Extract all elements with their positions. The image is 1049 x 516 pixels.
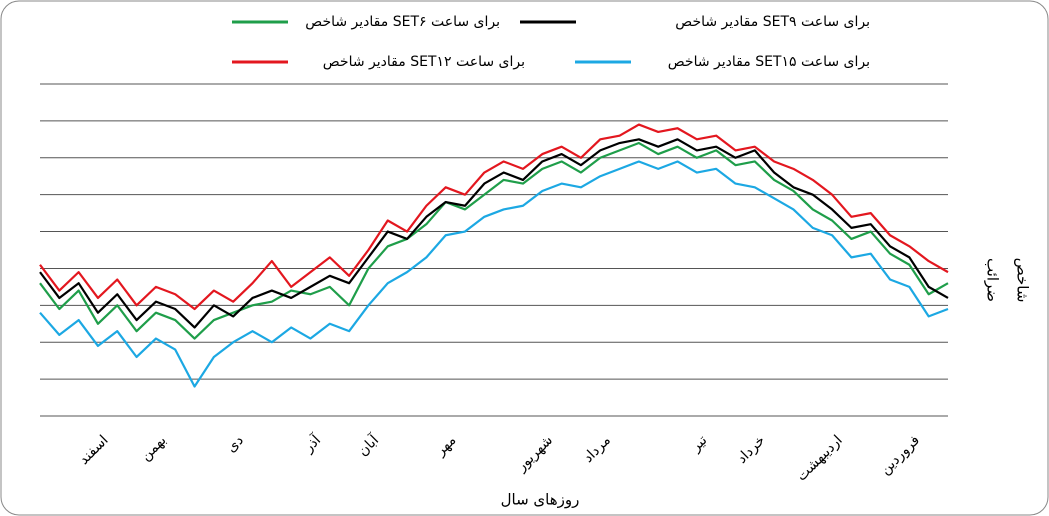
y-axis-label: ضرائب — [984, 258, 1002, 302]
x-tick-label: تیر — [687, 432, 710, 455]
x-tick-label: شهریور — [513, 432, 556, 475]
x-tick-label: اردیبهشت — [794, 432, 846, 484]
legend-label: مقادیر شاخص SETبرای ساعت ۶ — [305, 14, 500, 30]
x-tick-label: مهر — [432, 432, 459, 459]
series-line — [39, 160, 949, 388]
x-tick-label: اسفند — [76, 432, 112, 468]
x-tick-label: خرداد — [734, 432, 768, 466]
x-tick-label: آذر — [299, 431, 324, 456]
x-tick-label: آبان — [354, 431, 383, 460]
x-tick-label: مرداد — [580, 432, 614, 466]
y-axis-label: شاخص — [1014, 258, 1032, 303]
series-line — [39, 141, 949, 340]
x-axis-label: روزهای سال — [501, 491, 580, 509]
series-line — [39, 138, 949, 329]
x-tick-label: بهمن — [138, 432, 170, 464]
series-line — [39, 123, 949, 311]
legend-label: مقادیر شاخص SETبرای ساعت ۹ — [675, 14, 870, 30]
legend-label: مقادیر شاخص SETبرای ساعت ۱۵ — [668, 54, 870, 70]
x-tick-label: فروردین — [877, 432, 923, 478]
x-tick-label: دی — [223, 432, 246, 455]
legend-label: مقادیر شاخص SETبرای ساعت ۱۲ — [323, 54, 525, 70]
